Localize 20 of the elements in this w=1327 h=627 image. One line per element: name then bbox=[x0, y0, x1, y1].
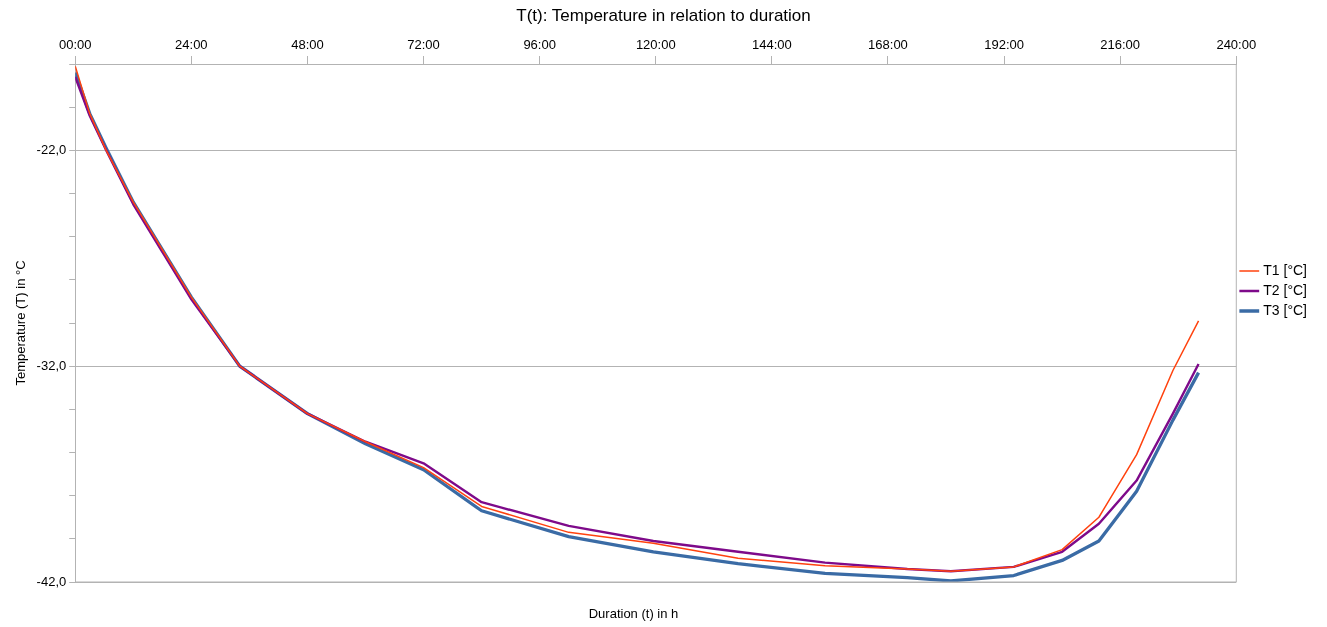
chart-title: T(t): Temperature in relation to duration bbox=[516, 5, 811, 25]
x-tick-label: 96:00 bbox=[523, 36, 556, 52]
legend-label: T3 [°C] bbox=[1263, 301, 1307, 318]
x-tick-label: 72:00 bbox=[407, 36, 440, 52]
y-tick-label: -32,0 bbox=[36, 357, 67, 373]
x-tick-label: 168:00 bbox=[868, 36, 908, 52]
x-tick-label: 216:00 bbox=[1100, 36, 1141, 52]
x-tick-label: 192:00 bbox=[984, 36, 1024, 52]
y-tick-label: -22,0 bbox=[36, 141, 67, 157]
y-axis-title: Temperature (T) in °C bbox=[13, 260, 29, 386]
x-tick-label: 120:00 bbox=[635, 36, 676, 52]
x-tick-label: 24:00 bbox=[175, 36, 208, 52]
x-tick-label: 144:00 bbox=[751, 36, 792, 52]
legend-label: T1 [°C] bbox=[1263, 261, 1307, 278]
x-tick-label: 48:00 bbox=[291, 36, 324, 52]
y-tick-label: -42,0 bbox=[36, 573, 67, 589]
x-tick-label: 240:00 bbox=[1216, 36, 1257, 52]
legend-label: T2 [°C] bbox=[1263, 281, 1307, 298]
x-tick-label: 00:00 bbox=[58, 36, 92, 52]
x-axis-title: Duration (t) in h bbox=[587, 606, 680, 621]
